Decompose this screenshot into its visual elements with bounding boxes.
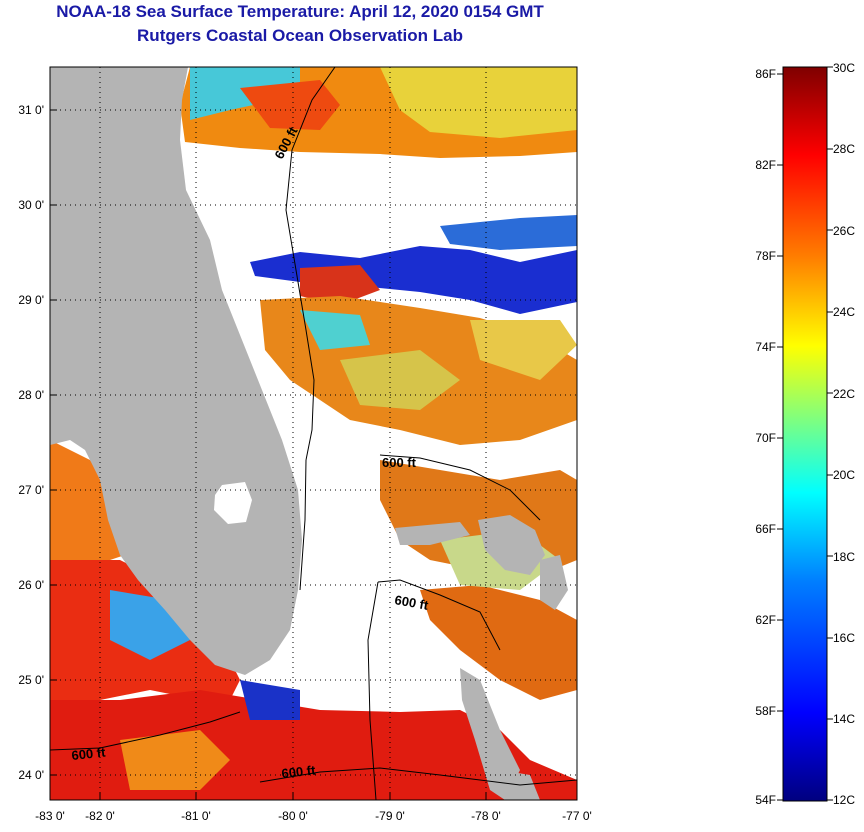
axis-ticks [49, 109, 578, 800]
isobath-600ft-gulf [50, 711, 241, 751]
colorbar-f-label: 78F [755, 249, 776, 263]
map-title: NOAA-18 Sea Surface Temperature: April 1… [56, 2, 544, 21]
lat-tick-label: 27 0' [18, 483, 44, 497]
lon-tick-label: -80 0' [278, 809, 308, 823]
colorbar-c-label: 12C [833, 793, 855, 807]
map-frame [49, 66, 578, 801]
colorbar-c-label: 22C [833, 387, 855, 401]
colorbar-ticks [777, 66, 833, 801]
contour-label-straits: 600 ft [281, 762, 317, 781]
bahamas-land-grand [395, 522, 470, 545]
lon-tick-label: -77 0' [562, 809, 592, 823]
lat-tick-label: 24 0' [18, 768, 44, 782]
colorbar-c-label: 24C [833, 305, 855, 319]
isobath-600ft-east-coast-south [299, 459, 307, 591]
colorbar-f-label: 86F [755, 67, 776, 81]
lat-tick-label: 29 0' [18, 293, 44, 307]
isobath-600ft-east-coast [285, 67, 336, 461]
isobath-600ft-andros [367, 581, 379, 800]
contour-label-bahamas-south: 600 ft [393, 592, 430, 613]
lat-tick-label: 26 0' [18, 578, 44, 592]
lat-tick-label: 31 0' [18, 103, 44, 117]
colorbar-f-label: 54F [755, 793, 776, 807]
lat-tick-label: 25 0' [18, 673, 44, 687]
bahamas-land-andros [460, 668, 520, 800]
contour-label-gulf: 600 ft [71, 744, 107, 763]
colorbar-c-label: 28C [833, 142, 855, 156]
colorbar-f-label: 58F [755, 704, 776, 718]
colorbar-c-label: 16C [833, 631, 855, 645]
colorbar-c-label: 18C [833, 550, 855, 564]
colorbar-f-label: 70F [755, 431, 776, 445]
graticule [50, 67, 577, 800]
sst-patch-mid-red [300, 265, 380, 305]
lake-okeechobee [214, 482, 252, 524]
isobath-600ft-straits [259, 767, 577, 786]
map-panel [50, 67, 577, 800]
sst-patch-keys-blue [240, 680, 300, 720]
sst-patch-blue-upper [440, 215, 577, 250]
lat-tick-label: 28 0' [18, 388, 44, 402]
colorbar-c-label: 20C [833, 468, 855, 482]
colorbar-c-label: 14C [833, 712, 855, 726]
colorbar-f-label: 62F [755, 613, 776, 627]
map-subtitle: Rutgers Coastal Ocean Observation Lab [137, 26, 463, 45]
sst-patch-cold-band [250, 246, 577, 314]
sst-patch-north-red [240, 80, 340, 130]
lon-tick-label: -78 0' [471, 809, 501, 823]
sst-patch-south-orange [120, 730, 230, 790]
lat-tick-label: 30 0' [18, 198, 44, 212]
bahamas-land-abaco [478, 515, 545, 575]
bahamas-land-eleuthera [540, 555, 568, 610]
lon-tick-label: -83 0' [35, 809, 65, 823]
colorbar-f-label: 74F [755, 340, 776, 354]
contour-label-bahamas-north: 600 ft [382, 455, 417, 470]
sst-patch-north-yellow [380, 67, 577, 138]
lon-tick-label: -79 0' [375, 809, 405, 823]
florida-land [50, 67, 302, 675]
sst-patch-central-east [470, 320, 577, 380]
colorbar-f-label: 82F [755, 158, 776, 172]
lon-tick-label: -82 0' [85, 809, 115, 823]
colorbar-f-label: 66F [755, 522, 776, 536]
sst-patch-south-bahamas [420, 585, 577, 700]
colorbar-c-label: 30C [833, 61, 855, 75]
colorbar-c-label: 26C [833, 224, 855, 238]
colorbar [782, 66, 828, 802]
isobath-600ft-bahamas-north [379, 454, 541, 521]
sst-patch-central-cyan [300, 310, 370, 350]
lon-tick-label: -81 0' [181, 809, 211, 823]
isobath-600ft-bahamas-south [377, 579, 501, 651]
